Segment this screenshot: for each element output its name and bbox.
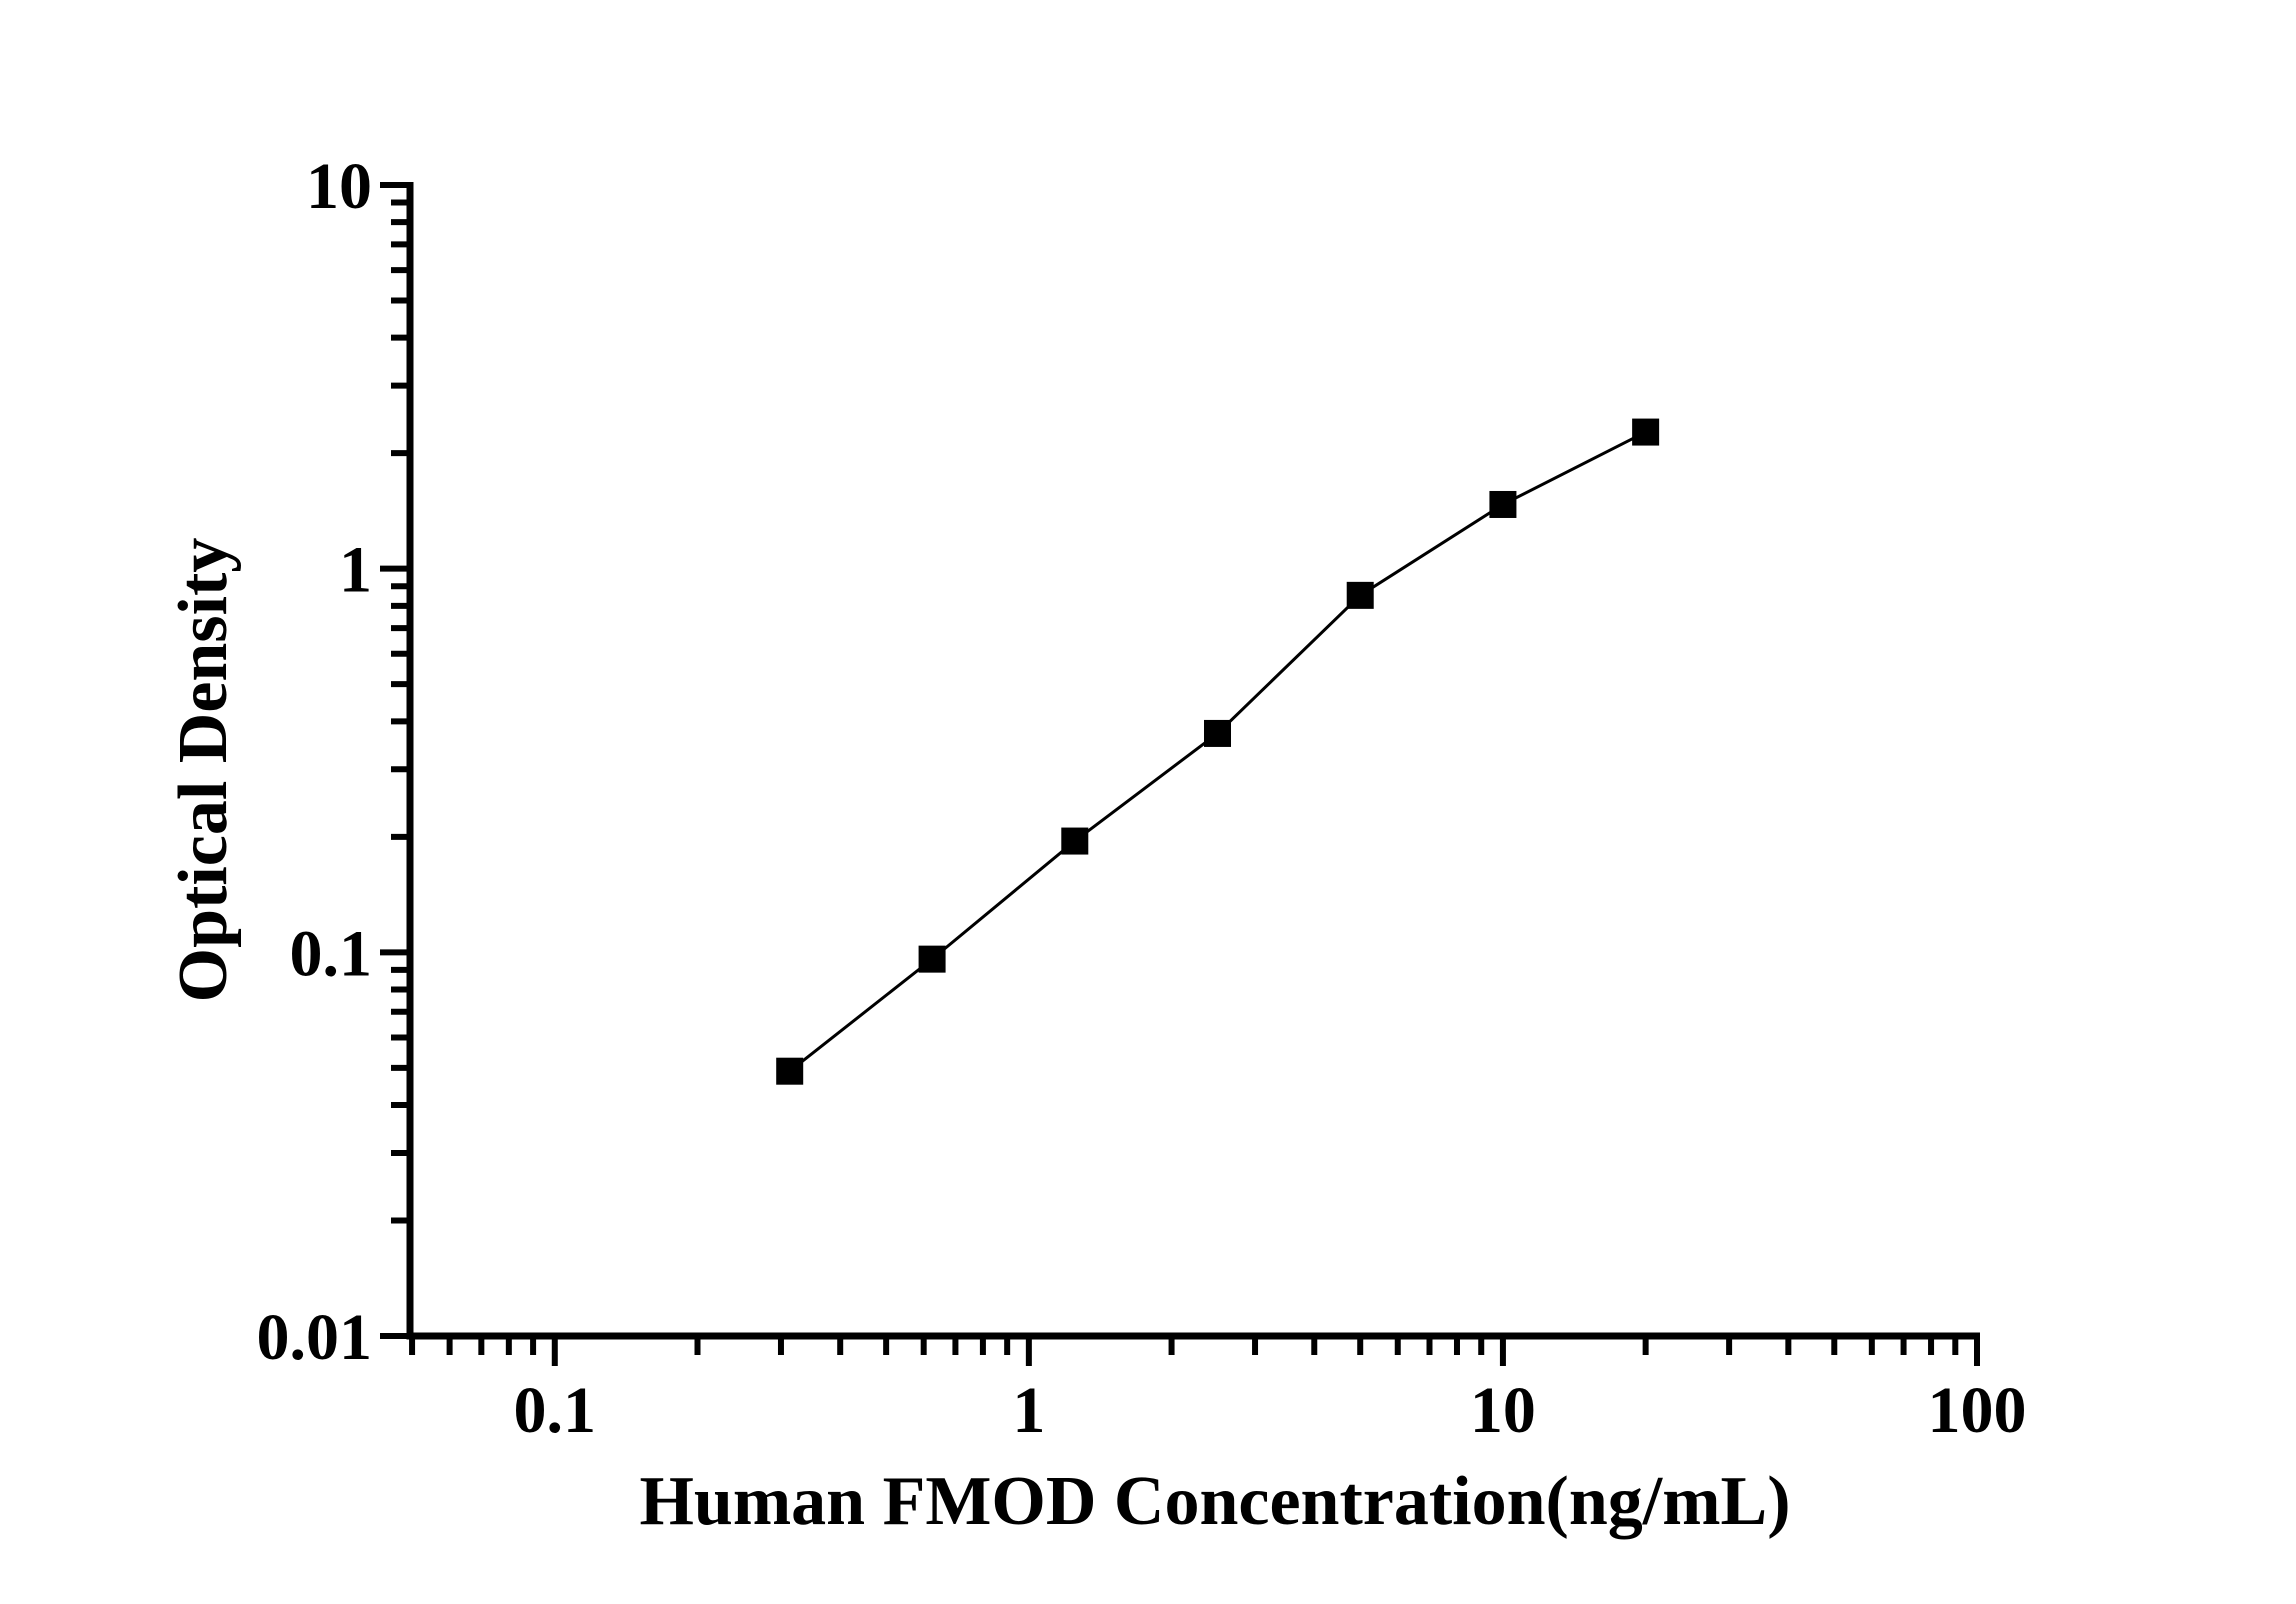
- data-point-marker: [1061, 827, 1089, 855]
- data-point-marker: [1204, 719, 1232, 747]
- data-point-marker: [1346, 581, 1374, 609]
- y-axis-title: Optical Density: [165, 538, 242, 1003]
- data-point-marker: [1489, 490, 1517, 518]
- y-axis-tick-label: 0.1: [290, 917, 373, 990]
- series-line: [788, 430, 1647, 1073]
- data-point-marker: [776, 1057, 804, 1085]
- y-axis-tick-label: 0.01: [257, 1301, 373, 1374]
- x-axis-tick-label: 100: [1928, 1374, 2027, 1447]
- y-axis-tick-label: 10: [306, 150, 372, 223]
- data-point-marker: [1632, 418, 1660, 446]
- x-axis-tick-label: 0.1: [514, 1374, 597, 1447]
- x-axis-title: Human FMOD Concentration(ng/mL): [639, 1463, 1790, 1540]
- data-point-marker: [918, 945, 946, 973]
- x-axis-tick-label: 1: [1012, 1374, 1045, 1447]
- x-axis-tick-label: 10: [1470, 1374, 1536, 1447]
- y-axis-tick-label: 1: [339, 534, 372, 607]
